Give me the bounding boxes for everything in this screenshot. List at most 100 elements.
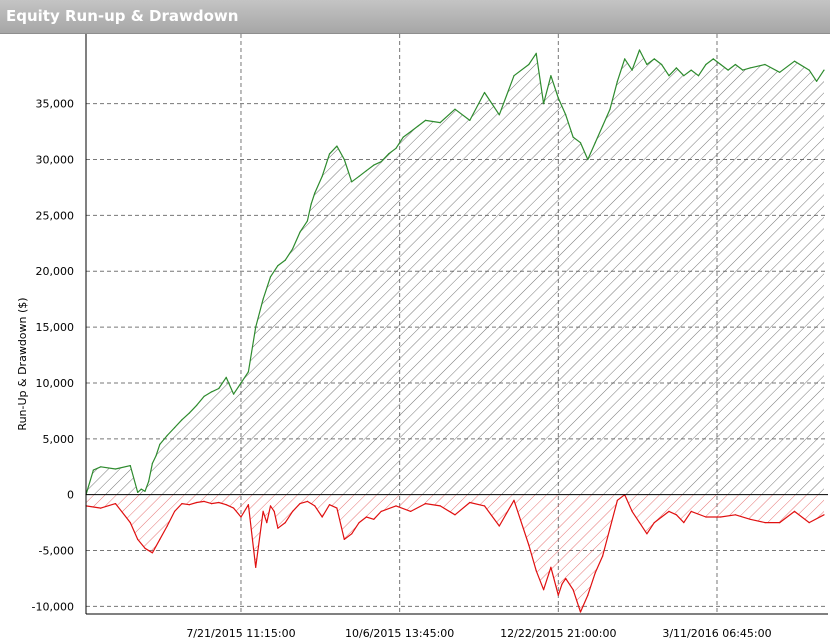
drawdown-point: [424, 503, 427, 505]
drawdown-point: [498, 525, 500, 527]
drawdown-point: [188, 504, 190, 506]
drawdown-point: [225, 504, 227, 506]
series-areas: [86, 50, 824, 612]
drawdown-point: [284, 522, 286, 524]
runup-point: [240, 382, 242, 384]
runup-point: [483, 91, 486, 94]
runup-point: [255, 326, 257, 328]
drawdown-point: [210, 503, 213, 505]
runup-area: [86, 50, 824, 495]
drawdown-point: [705, 516, 707, 518]
runup-point: [565, 114, 567, 116]
runup-point: [653, 58, 655, 60]
runup-point: [454, 108, 456, 110]
x-tick-label: 7/21/2015 11:15:00: [186, 627, 295, 640]
drawdown-point: [550, 566, 552, 568]
runup-point: [358, 175, 360, 177]
runup-point: [535, 52, 537, 54]
drawdown-point: [410, 510, 412, 512]
drawdown-point: [602, 555, 604, 557]
runup-point: [155, 455, 157, 457]
drawdown-point: [100, 507, 102, 509]
chart-canvas: 35,000 30,000 25,000 20,000 15,000 10,000 5,00…: [16, 34, 828, 640]
drawdown-point: [734, 514, 737, 516]
runup-point: [550, 75, 552, 77]
drawdown-point: [129, 522, 131, 524]
runup-point: [114, 468, 117, 470]
runup-point: [100, 466, 102, 468]
runup-point: [557, 97, 559, 99]
runup-point: [816, 80, 818, 82]
runup-point: [137, 491, 139, 493]
drawdown-point: [683, 522, 685, 524]
runup-point: [690, 69, 692, 71]
runup-point: [174, 427, 176, 429]
runup-point: [277, 265, 279, 267]
drawdown-point: [159, 538, 161, 540]
runup-point: [410, 131, 412, 133]
drawdown-point: [358, 522, 360, 524]
drawdown-point: [609, 527, 611, 529]
runup-point: [417, 125, 419, 127]
drawdown-point: [314, 505, 316, 507]
runup-point: [402, 136, 404, 138]
drawdown-point: [277, 527, 279, 529]
x-tick-label: 12/22/2015 21:00:00: [500, 627, 616, 640]
axes: [85, 34, 828, 615]
drawdown-point: [240, 516, 242, 518]
runup-point: [705, 63, 707, 66]
drawdown-point: [720, 516, 722, 518]
drawdown-point: [646, 533, 648, 535]
runup-point: [343, 158, 345, 161]
runup-point: [631, 69, 633, 71]
drawdown-point: [181, 503, 183, 505]
drawdown-point: [328, 504, 331, 506]
runup-point: [336, 145, 338, 147]
runup-point: [140, 488, 142, 490]
drawdown-point: [373, 518, 375, 520]
drawdown-point: [343, 538, 345, 540]
drawdown-point: [793, 510, 796, 512]
runup-line: [85, 49, 825, 495]
x-tick-label: 3/11/2016 06:45:00: [662, 627, 771, 640]
runup-point: [380, 161, 382, 163]
drawdown-point: [675, 514, 678, 516]
drawdown-point: [439, 505, 441, 507]
runup-point: [306, 220, 308, 222]
y-tick-label: 5,000: [43, 433, 75, 446]
runup-point: [779, 71, 781, 73]
drawdown-point: [292, 510, 294, 512]
runup-point: [808, 69, 810, 71]
y-tick-label: 35,000: [36, 98, 75, 111]
drawdown-point: [808, 522, 810, 524]
series-lines: [85, 49, 825, 613]
drawdown-line: [85, 494, 825, 613]
runup-point: [572, 136, 574, 138]
drawdown-point: [661, 516, 663, 518]
drawdown-point: [631, 510, 633, 512]
drawdown-point: [594, 572, 596, 574]
runup-point: [609, 108, 611, 110]
runup-point: [616, 80, 619, 82]
drawdown-point: [247, 504, 249, 506]
runup-point: [284, 259, 286, 261]
runup-point: [587, 158, 589, 161]
y-tick-label: 10,000: [36, 377, 75, 390]
runup-point: [749, 67, 751, 69]
drawdown-point: [218, 501, 220, 504]
drawdown-point: [151, 552, 153, 554]
runup-point: [661, 63, 663, 66]
drawdown-point: [565, 577, 567, 580]
runup-point: [148, 480, 150, 482]
drawdown-point: [203, 500, 205, 502]
runup-point: [203, 395, 205, 397]
runup-point: [388, 153, 390, 155]
runup-point: [638, 49, 641, 51]
drawdown-point: [166, 525, 168, 527]
drawdown-point: [174, 510, 176, 512]
runup-point: [92, 469, 94, 471]
drawdown-point: [779, 522, 781, 524]
runup-point: [351, 181, 353, 183]
runup-point: [395, 147, 397, 149]
runup-point: [579, 142, 582, 144]
